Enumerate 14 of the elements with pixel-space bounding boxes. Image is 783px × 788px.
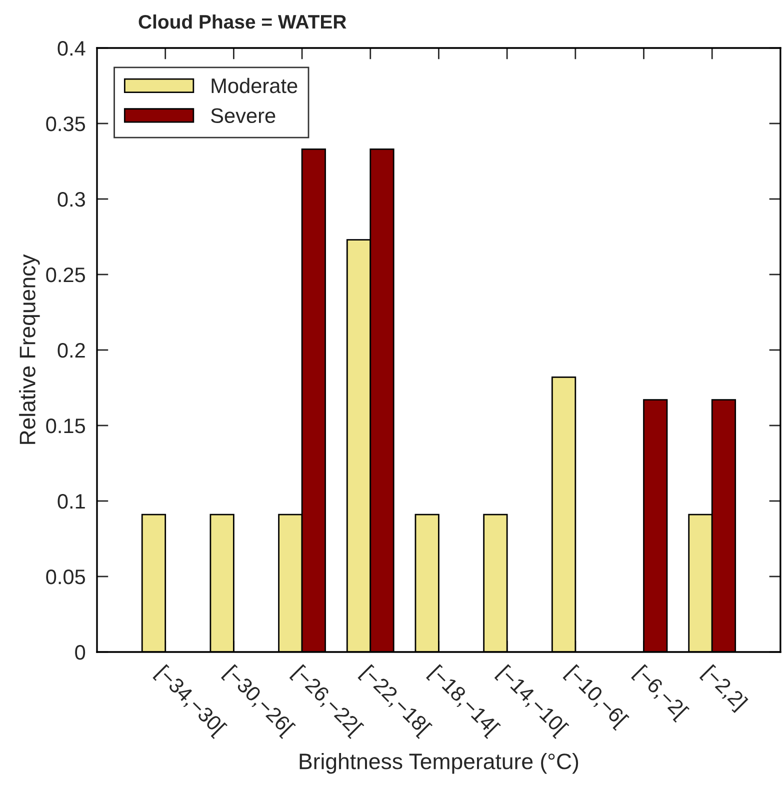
y-tick-label: 0.05 [46, 570, 86, 584]
legend-label: Severe [211, 108, 276, 124]
y-axis-title: Relative Frequency [19, 254, 40, 444]
y-tick-label: 0 [75, 645, 86, 660]
x-axis-title: Brightness Temperature (°C) [300, 752, 578, 774]
y-tick-label: 0.35 [46, 116, 86, 132]
y-tick-label: 0.25 [46, 268, 86, 282]
y-tick-label: 0.1 [58, 494, 85, 509]
y-tick-label: 0.3 [58, 192, 85, 207]
legend-label: Moderate [212, 78, 298, 94]
y-tick-label: 0.4 [58, 41, 86, 56]
y-tick-label: 0.2 [58, 343, 85, 358]
chart-title: Cloud Phase = WATER [138, 14, 346, 29]
y-tick-label: 0.15 [46, 418, 86, 434]
